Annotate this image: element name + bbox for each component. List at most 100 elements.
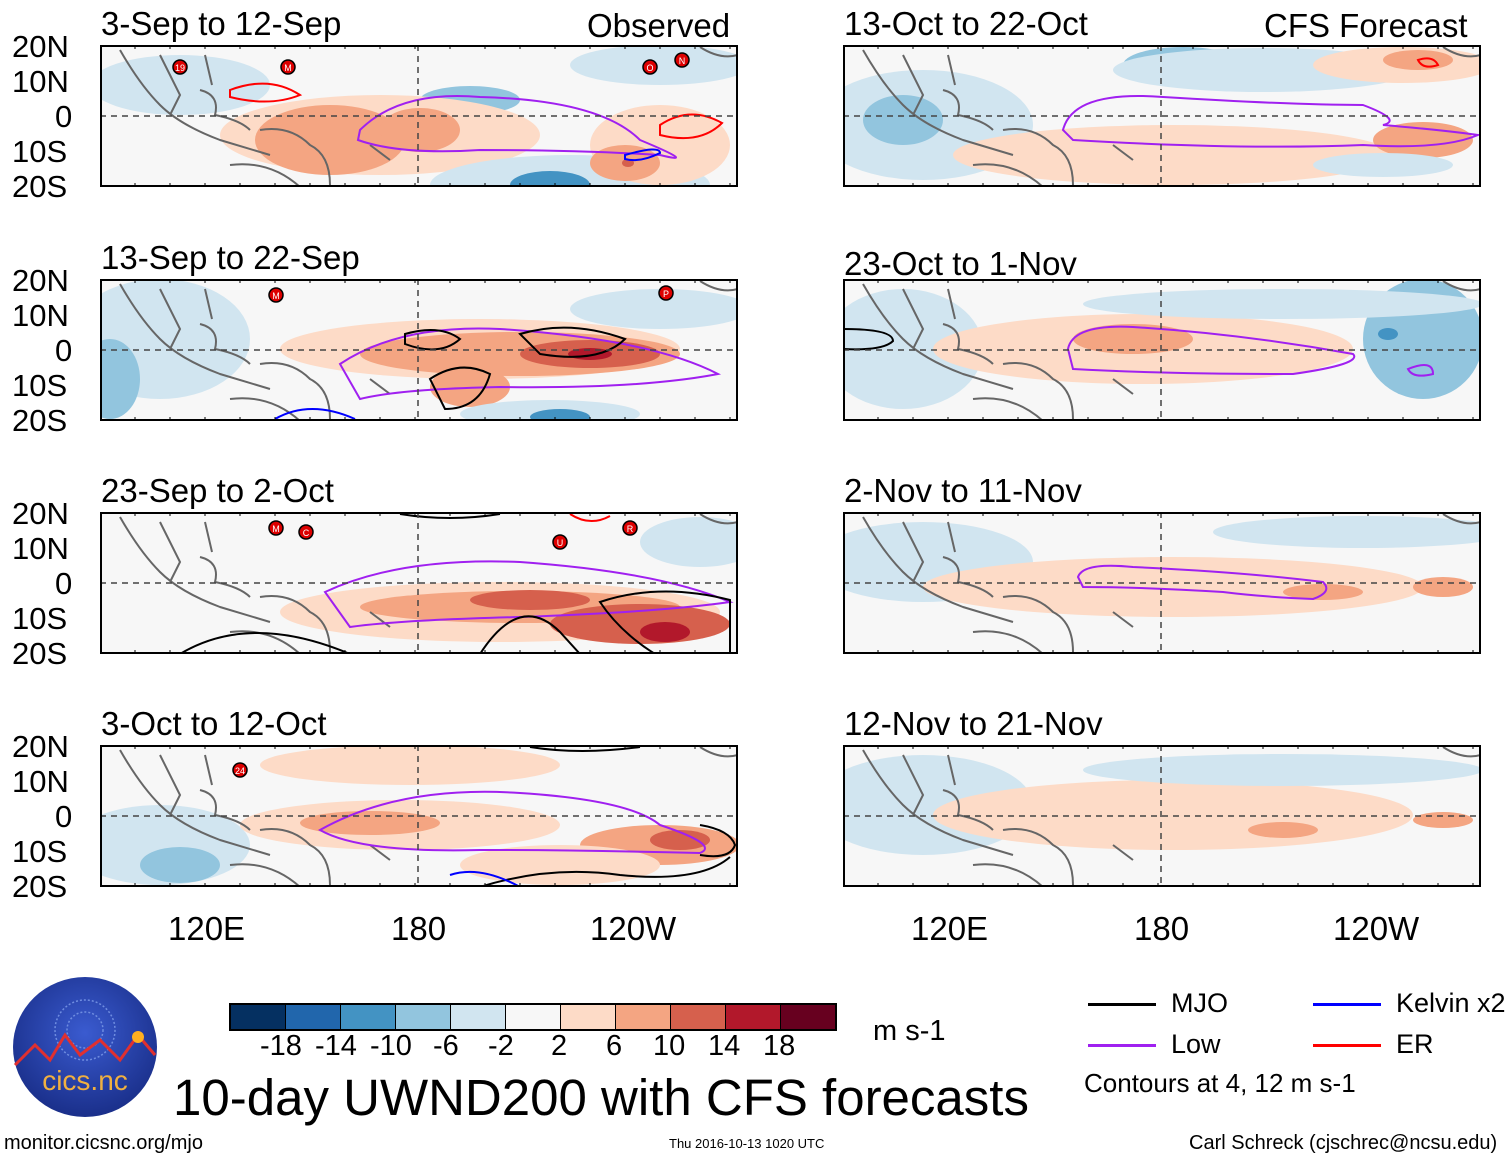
wind-anomaly-region bbox=[933, 780, 1413, 850]
panel-title: 23-Oct to 1-Nov bbox=[844, 245, 1077, 282]
contour-line bbox=[624, 148, 662, 162]
coastline bbox=[119, 280, 738, 421]
colorbar-label: -10 bbox=[370, 1030, 412, 1062]
wind-anomaly-region bbox=[1213, 516, 1481, 548]
contour-line bbox=[1061, 94, 1481, 148]
legend-line bbox=[1088, 1003, 1156, 1006]
coastline bbox=[119, 513, 738, 654]
observed-label: Observed bbox=[587, 7, 731, 44]
svg-text:24: 24 bbox=[235, 766, 245, 776]
legend-line bbox=[1313, 1044, 1381, 1047]
lon-label: 120W bbox=[590, 910, 677, 947]
colorbar-swatch bbox=[231, 1005, 286, 1029]
contour-line bbox=[479, 856, 731, 887]
map-panel: M C U R bbox=[100, 512, 738, 654]
tropical-cyclone-icon: M bbox=[268, 520, 284, 536]
colorbar bbox=[229, 1003, 837, 1031]
wind-anomaly-region bbox=[300, 811, 440, 835]
contour-line bbox=[569, 513, 611, 522]
legend-line bbox=[1088, 1044, 1156, 1047]
colorbar-swatch bbox=[561, 1005, 616, 1029]
lat-label: 10N bbox=[12, 531, 69, 566]
panel-title: 13-Sep to 22-Sep bbox=[101, 239, 360, 276]
colorbar-label: 14 bbox=[708, 1030, 741, 1062]
colorbar-swatch bbox=[726, 1005, 781, 1029]
colorbar-label: -2 bbox=[488, 1030, 514, 1062]
contour-line bbox=[598, 590, 731, 654]
timestamp: Thu 2016-10-13 1020 UTC bbox=[669, 1136, 825, 1151]
map-panel bbox=[843, 279, 1481, 421]
contour-line bbox=[428, 366, 492, 411]
wind-anomaly-region bbox=[510, 171, 590, 187]
colorbar-swatch bbox=[286, 1005, 341, 1029]
legend-label: ER bbox=[1396, 1029, 1434, 1059]
wind-anomaly-region bbox=[1313, 153, 1453, 177]
contour-line bbox=[356, 94, 677, 159]
colorbar-label: -14 bbox=[315, 1030, 357, 1062]
tropical-cyclone-icon: M bbox=[280, 59, 296, 75]
wind-anomaly-region bbox=[460, 845, 660, 885]
lat-label: 20N bbox=[12, 729, 69, 764]
lat-label: 10N bbox=[12, 764, 69, 799]
lat-label: 10N bbox=[12, 64, 69, 99]
contour-line bbox=[659, 113, 724, 140]
contour-note: Contours at 4, 12 m s-1 bbox=[1084, 1068, 1356, 1098]
colorbar-label: 6 bbox=[606, 1030, 623, 1062]
lon-label: 180 bbox=[391, 910, 447, 947]
lat-label: 10S bbox=[12, 834, 68, 869]
wind-anomaly-region bbox=[1413, 812, 1473, 828]
coastline bbox=[862, 280, 1481, 421]
forecast-label: CFS Forecast bbox=[1264, 7, 1468, 44]
coastline bbox=[119, 46, 738, 187]
tropical-cyclone-icon: 19 bbox=[172, 59, 188, 75]
wind-anomaly-region bbox=[650, 830, 710, 850]
colorbar-swatch bbox=[616, 1005, 671, 1029]
contour-line bbox=[1076, 564, 1328, 601]
map-panel bbox=[843, 512, 1481, 654]
contour-line bbox=[317, 790, 706, 855]
panel-frame bbox=[100, 745, 738, 887]
wind-anomaly-region bbox=[570, 289, 738, 329]
wind-anomaly-region bbox=[260, 745, 560, 785]
contour-line bbox=[518, 326, 627, 358]
panel-frame bbox=[843, 45, 1481, 187]
map-panel bbox=[843, 45, 1481, 187]
lat-label: 0 bbox=[55, 799, 73, 834]
svg-text:M: M bbox=[272, 524, 280, 534]
wind-anomaly-region bbox=[640, 517, 738, 567]
url-text: monitor.cicsnc.org/mjo bbox=[4, 1132, 203, 1154]
panel-frame bbox=[843, 745, 1481, 887]
panel-title: 2-Nov to 11-Nov bbox=[844, 472, 1082, 509]
map-panel: 19 M O N bbox=[100, 45, 738, 187]
wind-anomaly-region bbox=[1378, 328, 1398, 340]
wind-anomaly-region bbox=[100, 339, 140, 419]
svg-text:M: M bbox=[284, 63, 292, 73]
wind-anomaly-region bbox=[843, 289, 983, 409]
wind-anomaly-region bbox=[1083, 754, 1481, 786]
colorbar-label: 10 bbox=[653, 1030, 686, 1062]
author-text: Carl Schreck (cjschrec@ncsu.edu) bbox=[1189, 1132, 1498, 1154]
contour-line bbox=[179, 632, 351, 654]
tropical-cyclone-icon: N bbox=[674, 52, 690, 68]
panel-title: 3-Sep to 12-Sep bbox=[101, 5, 342, 42]
lat-label: 20N bbox=[12, 496, 69, 531]
contour-line bbox=[1066, 325, 1356, 376]
lon-label: 120E bbox=[911, 910, 989, 947]
svg-text:C: C bbox=[303, 528, 310, 538]
colorbar-swatch bbox=[671, 1005, 726, 1029]
contour-line bbox=[338, 327, 722, 401]
contour-line bbox=[529, 746, 641, 752]
panel-frame bbox=[100, 279, 738, 421]
map-panel bbox=[843, 745, 1481, 887]
tropical-cyclone-icon: P bbox=[658, 285, 674, 301]
tropical-cyclone-icon: C bbox=[298, 524, 314, 540]
figure-title: 10-day UWND200 with CFS forecasts bbox=[173, 1069, 1029, 1126]
contour-line bbox=[449, 870, 521, 887]
units-label: m s-1 bbox=[873, 1015, 946, 1047]
legend-line bbox=[1313, 1003, 1381, 1006]
colorbar-label: -18 bbox=[260, 1030, 302, 1062]
svg-text:O: O bbox=[646, 63, 653, 73]
tropical-cyclone-icon: M bbox=[268, 287, 284, 303]
contour-line bbox=[399, 513, 501, 519]
